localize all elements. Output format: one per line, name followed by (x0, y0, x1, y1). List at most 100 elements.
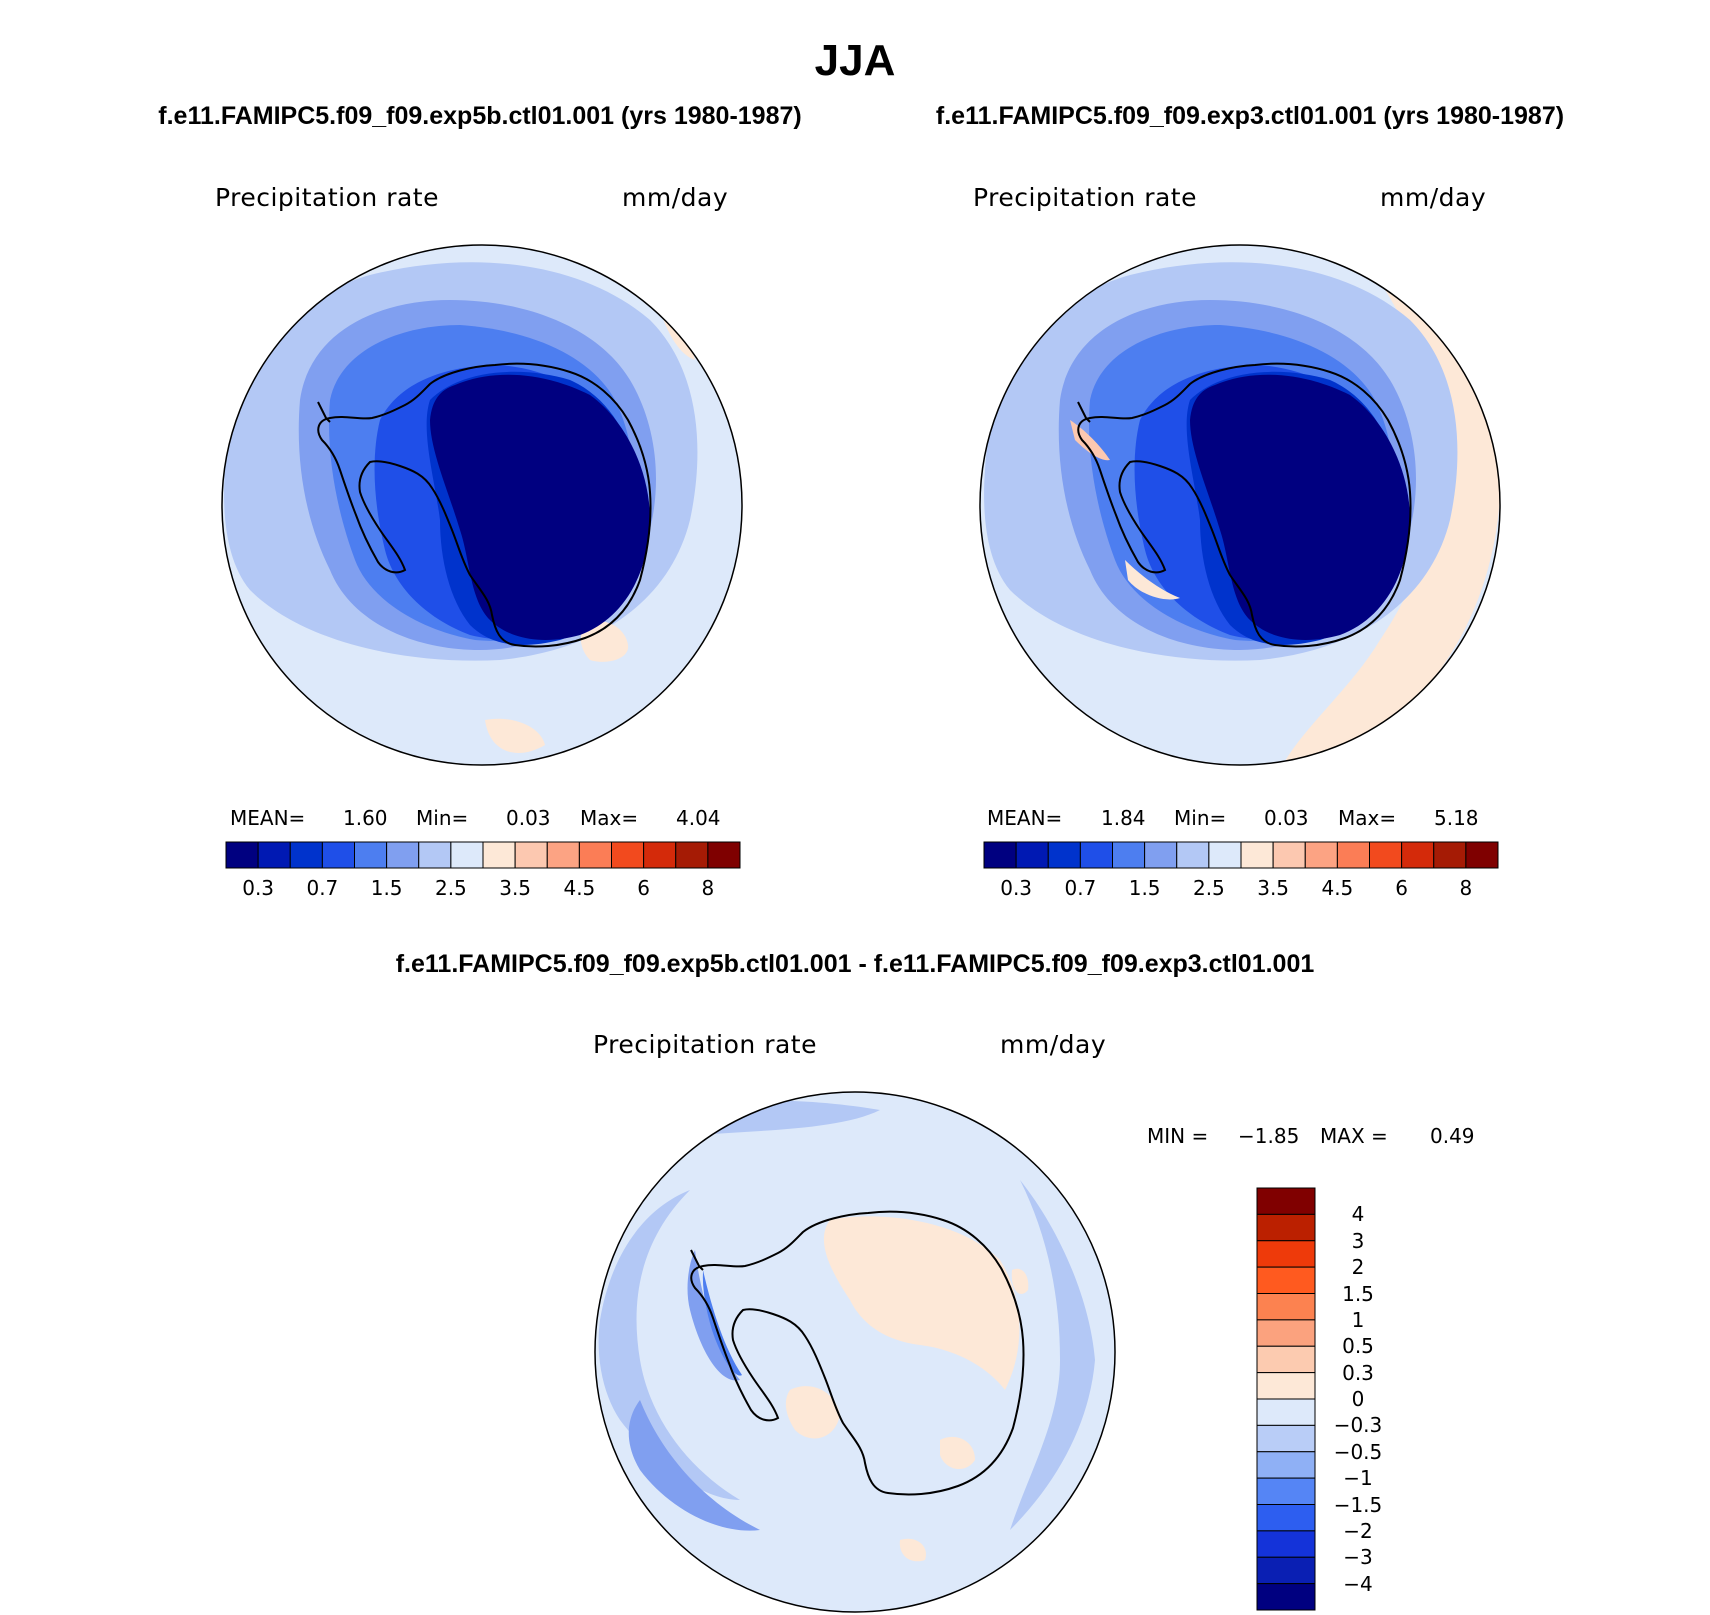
colorbar-swatch (257, 841, 291, 869)
colorbar-swatch (1369, 841, 1403, 869)
map-difference-outline (594, 1091, 1116, 1613)
colorbar-swatch (225, 841, 259, 869)
colorbar-swatch (1336, 841, 1370, 869)
difference-min-label: MIN = (1147, 1124, 1209, 1148)
colorbar-swatch (546, 841, 580, 869)
colorbar-left (225, 841, 741, 869)
difference-units-label: mm/day (1000, 1030, 1107, 1059)
map-left (222, 245, 742, 765)
colorbar-swatch (1144, 841, 1178, 869)
map-right (980, 245, 1500, 765)
panel-right-max-value: 5.18 (1434, 806, 1479, 830)
colorbar-swatch (482, 841, 516, 869)
panel-right-min-label: Min= (1174, 806, 1227, 830)
panel-right-mean-value: 1.84 (1101, 806, 1146, 830)
colorbar-swatch (354, 841, 388, 869)
colorbar-tick-label: 0.7 (1064, 876, 1097, 900)
colorbar-swatch (1256, 1372, 1316, 1400)
colorbar-tick-label: 2.5 (434, 876, 467, 900)
season-title: JJA (814, 36, 896, 85)
difference-variable-label: Precipitation rate (593, 1030, 817, 1059)
panel-left-case-title: f.e11.FAMIPC5.f09_f09.exp5b.ctl01.001 (y… (158, 102, 802, 130)
colorbar-tick-label: 2 (1351, 1255, 1365, 1280)
colorbar-swatch (1256, 1240, 1316, 1268)
colorbar-tick-label: −2 (1343, 1518, 1373, 1543)
panel-left-variable-label: Precipitation rate (215, 183, 439, 212)
colorbar-tick-label: 3 (1351, 1228, 1365, 1253)
panel-left-max-label: Max= (580, 806, 639, 830)
colorbar-difference (1256, 1187, 1316, 1611)
colorbar-tick-label: 0.5 (1342, 1334, 1374, 1359)
colorbar-right (983, 841, 1499, 869)
colorbar-swatch (1256, 1477, 1316, 1505)
difference-max-value: 0.49 (1430, 1124, 1475, 1148)
colorbar-swatch (1256, 1319, 1316, 1347)
colorbar-swatch (707, 841, 741, 869)
colorbar-tick-label: 1.5 (370, 876, 403, 900)
colorbar-tick-label: 8 (701, 876, 715, 900)
colorbar-tick-label: 4 (1351, 1202, 1365, 1227)
colorbar-tick-label: 0 (1351, 1387, 1365, 1411)
map-right-outline (979, 244, 1501, 766)
colorbar-swatch (1079, 841, 1113, 869)
colorbar-swatch (289, 841, 323, 869)
colorbar-swatch (1256, 1213, 1316, 1242)
panel-left-units-label: mm/day (622, 183, 729, 212)
panel-left-mean-label: MEAN= (230, 806, 306, 830)
colorbar-tick-label: 4.5 (563, 876, 596, 900)
colorbar-tick-label: −1.5 (1333, 1492, 1383, 1517)
colorbar-tick-label: −4 (1343, 1571, 1373, 1596)
colorbar-tick-label: −0.3 (1333, 1413, 1383, 1438)
colorbar-tick-label: 3.5 (1257, 876, 1290, 900)
colorbar-tick-label: 1 (1351, 1307, 1365, 1332)
colorbar-swatch (1256, 1504, 1316, 1532)
colorbar-tick-label: 6 (1395, 876, 1408, 900)
panel-left-mean-value: 1.60 (343, 806, 388, 830)
colorbar-swatch (1015, 841, 1049, 869)
colorbar-swatch (1208, 841, 1242, 869)
colorbar-swatch (1256, 1451, 1316, 1479)
colorbar-tick-label: 0.7 (306, 876, 339, 900)
colorbar-swatch (578, 841, 612, 869)
colorbar-swatch (1401, 841, 1435, 869)
colorbar-swatch (1465, 841, 1499, 869)
colorbar-tick-label: 0.3 (242, 876, 275, 900)
colorbar-swatch (1256, 1424, 1316, 1453)
colorbar-tick-label: 1.5 (1128, 876, 1161, 900)
colorbar-swatch (1256, 1530, 1316, 1558)
difference-min-value: −1.85 (1238, 1124, 1300, 1148)
difference-title: f.e11.FAMIPC5.f09_f09.exp5b.ctl01.001 - … (395, 950, 1315, 978)
colorbar-swatch (1433, 841, 1467, 869)
panel-right-case-title: f.e11.FAMIPC5.f09_f09.exp3.ctl01.001 (yr… (935, 102, 1565, 130)
map-difference (595, 1092, 1115, 1612)
colorbar-tick-label: 3.5 (499, 876, 532, 900)
colorbar-tick-label: −3 (1343, 1545, 1373, 1570)
colorbar-swatch (1256, 1187, 1316, 1215)
colorbar-swatch (514, 841, 548, 869)
map-left-outline (221, 244, 743, 766)
panel-right-variable-label: Precipitation rate (973, 183, 1197, 212)
colorbar-swatch (1047, 841, 1081, 869)
panel-right-mean-label: MEAN= (987, 806, 1063, 830)
colorbar-swatch (983, 841, 1017, 869)
colorbar-swatch (611, 841, 645, 869)
colorbar-tick-label: 0.3 (1000, 876, 1033, 900)
colorbar-swatch (1256, 1556, 1316, 1585)
colorbar-swatch (1112, 841, 1146, 869)
colorbar-swatch (386, 841, 420, 869)
colorbar-swatch (1240, 841, 1274, 869)
colorbar-swatch (643, 841, 677, 869)
colorbar-tick-label: 8 (1459, 876, 1473, 900)
panel-left-min-value: 0.03 (506, 806, 551, 830)
colorbar-swatch (1256, 1266, 1316, 1294)
colorbar-swatch (450, 841, 484, 869)
colorbar-tick-label: 6 (637, 876, 650, 900)
colorbar-tick-label: 4.5 (1321, 876, 1354, 900)
panel-left-max-value: 4.04 (676, 806, 721, 830)
colorbar-tick-label: 1.5 (1342, 1281, 1374, 1306)
colorbar-tick-label: −1 (1343, 1466, 1373, 1491)
colorbar-tick-label: 0.3 (1342, 1360, 1374, 1385)
colorbar-tick-label: 2.5 (1192, 876, 1225, 900)
colorbar-swatch (1256, 1583, 1316, 1611)
